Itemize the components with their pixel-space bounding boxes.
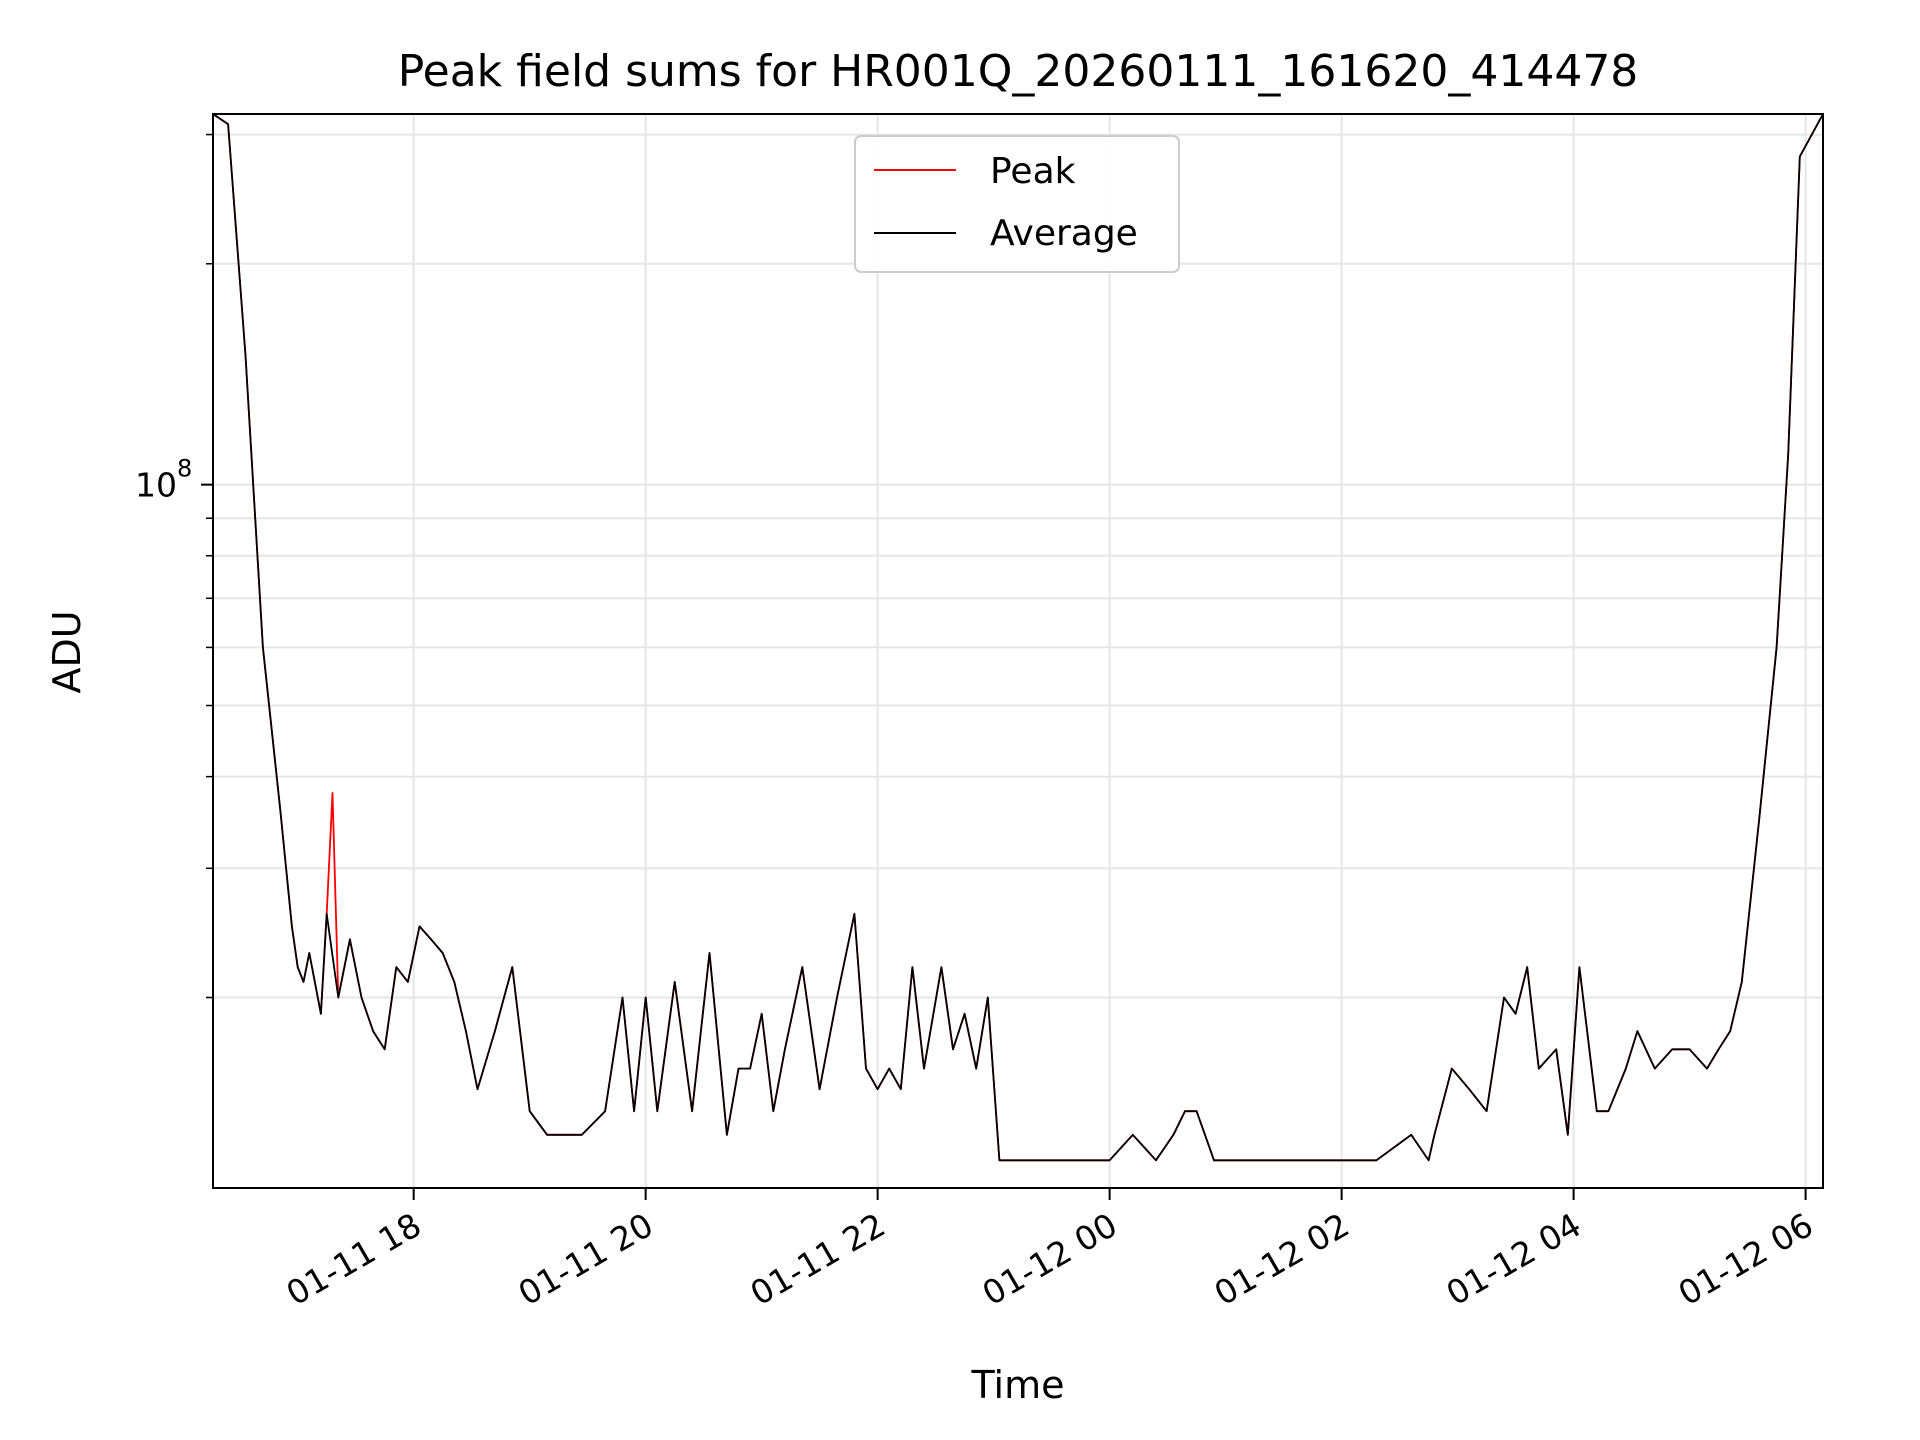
y-tick-label-exponent: 8 xyxy=(177,455,192,483)
x-tick-label: 01-11 22 xyxy=(744,1205,892,1313)
tick-layer: 01-11 18 01-11 20 01-11 22 01-12 00 01-12 02… xyxy=(135,133,1820,1313)
x-tick-label: 01-12 06 xyxy=(1672,1205,1820,1313)
x-tick-label: 01-11 18 xyxy=(280,1205,428,1313)
x-axis-label: Time xyxy=(971,1363,1065,1407)
legend-peak-label: Peak xyxy=(990,151,1076,192)
x-tick-label: 01-12 04 xyxy=(1440,1205,1588,1313)
y-tick-label: 10 xyxy=(135,466,177,505)
y-axis-label: ADU xyxy=(45,610,89,693)
series-layer xyxy=(213,114,1823,1162)
plot-frame xyxy=(212,113,1824,1189)
x-tick-label: 01-12 02 xyxy=(1208,1205,1356,1313)
x-tick-label: 01-11 20 xyxy=(512,1205,660,1313)
grid-layer xyxy=(213,114,1823,1188)
legend-average-label: Average xyxy=(990,213,1138,254)
series-line-average xyxy=(213,114,1823,1162)
legend: Peak Average xyxy=(854,135,1180,273)
x-tick-label: 01-12 00 xyxy=(976,1205,1124,1313)
chart-title: Peak field sums for HR001Q_20260111_1616… xyxy=(398,46,1639,97)
